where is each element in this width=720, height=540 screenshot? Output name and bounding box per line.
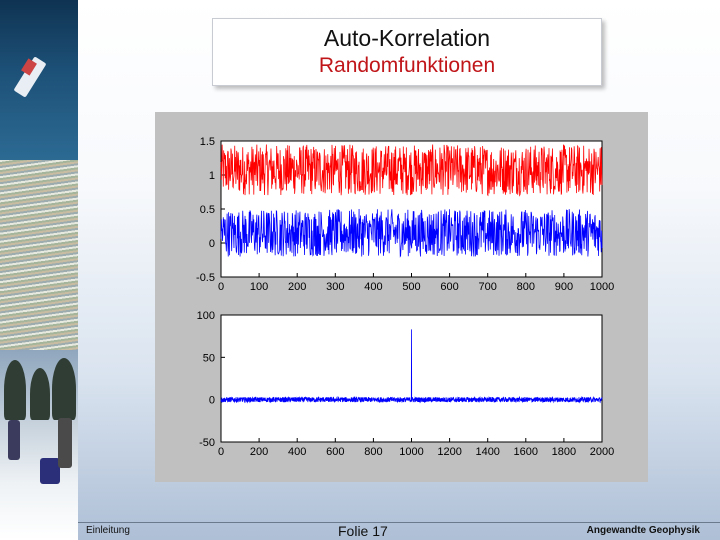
x-tick-label: 2000	[590, 446, 614, 458]
x-tick-label: 400	[288, 446, 306, 458]
x-tick-label: 0	[218, 446, 224, 458]
x-tick-label: 200	[250, 446, 268, 458]
x-tick-label: 0	[218, 281, 224, 293]
title-box: Auto-Korrelation Randomfunktionen	[212, 18, 602, 86]
footer-rule	[78, 522, 720, 523]
x-tick-label: 800	[517, 281, 535, 293]
decorative-photo-strip	[0, 0, 78, 540]
person-icon	[8, 420, 20, 460]
x-tick-label: 200	[288, 281, 306, 293]
y-tick-label: -0.5	[196, 272, 215, 284]
tree-icon	[4, 360, 26, 420]
y-tick-label: 0.5	[200, 204, 215, 216]
ship-photo	[0, 0, 78, 160]
field-work-photo	[0, 350, 78, 540]
autocorrelation-series	[220, 329, 603, 404]
x-tick-label: 600	[326, 446, 344, 458]
y-tick-label: -50	[199, 437, 215, 449]
person-icon	[58, 418, 72, 468]
x-tick-label: 1600	[514, 446, 538, 458]
slide-title: Auto-Korrelation	[323, 25, 491, 51]
x-tick-label: 700	[479, 281, 497, 293]
y-tick-label: 0	[209, 395, 215, 407]
figure-canvas: 0 100 200 300 400 500 600 700 800 900 1000-0.500.5…	[196, 136, 614, 458]
person-icon	[40, 458, 60, 484]
footer-left: Einleitung	[86, 525, 130, 536]
x-tick-label: 300	[326, 281, 344, 293]
x-tick-label: 800	[364, 446, 382, 458]
blue-noise-series	[220, 209, 603, 258]
x-tick-label: 900	[555, 281, 573, 293]
x-tick-label: 100	[250, 281, 268, 293]
slide-subtitle: Randomfunktionen	[318, 54, 496, 77]
tree-icon	[30, 368, 50, 420]
red-noise-series	[220, 144, 603, 197]
footer-slide-number: Folie 17	[338, 523, 388, 539]
seismic-section-image	[0, 160, 78, 350]
x-tick-label: 1800	[552, 446, 576, 458]
x-tick-label: 1000	[590, 281, 614, 293]
footer-right: Angewandte Geophysik	[586, 525, 700, 536]
y-tick-label: 1.5	[200, 136, 215, 148]
x-tick-label: 600	[440, 281, 458, 293]
x-tick-label: 1400	[475, 446, 499, 458]
y-tick-label: 1	[209, 170, 215, 182]
x-tick-label: 400	[364, 281, 382, 293]
y-tick-label: 0	[209, 238, 215, 250]
y-tick-label: 100	[197, 310, 215, 322]
x-tick-label: 500	[402, 281, 420, 293]
figure-window: 0 100 200 300 400 500 600 700 800 900 1000 -0.5 0 0.5…	[155, 112, 648, 482]
x-tick-label: 1000	[399, 446, 423, 458]
y-tick-label: 50	[203, 352, 215, 364]
tree-icon	[52, 358, 76, 420]
x-tick-label: 1200	[437, 446, 461, 458]
